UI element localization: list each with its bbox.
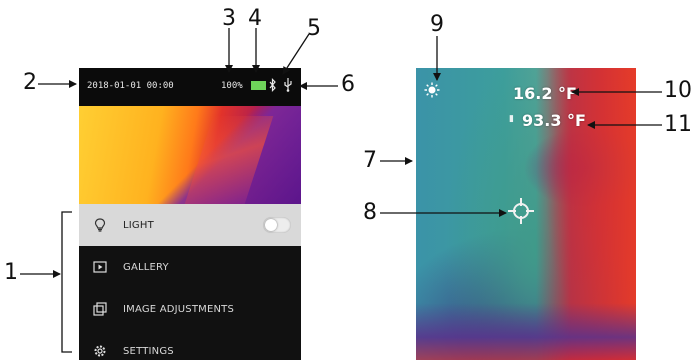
menu-item-light[interactable]: LIGHT xyxy=(79,204,301,246)
gear-icon xyxy=(93,344,107,358)
bulb-icon xyxy=(93,218,107,232)
menu-item-image-adjustments[interactable]: IMAGE ADJUSTMENTS xyxy=(79,288,301,330)
thermal-image-view: 16.2 °F ▮ 93.3 °F xyxy=(416,68,636,360)
image-adjust-icon xyxy=(93,302,107,316)
play-icon xyxy=(93,260,107,274)
callout-10: 10 xyxy=(664,78,692,103)
callout-6: 6 xyxy=(341,72,355,97)
menu-item-gallery[interactable]: GALLERY xyxy=(79,246,301,288)
bluetooth-icon xyxy=(269,78,277,95)
thermal-preview xyxy=(79,106,301,204)
usb-icon xyxy=(283,77,293,95)
battery-percent: 100% xyxy=(221,81,243,91)
sun-icon xyxy=(424,82,440,102)
callout-11: 11 xyxy=(664,112,692,137)
callout-1: 1 xyxy=(4,260,18,285)
menu-item-label: LIGHT xyxy=(123,219,154,231)
menu-item-label: SETTINGS xyxy=(123,345,174,357)
callout-2: 2 xyxy=(23,70,37,95)
callout-8: 8 xyxy=(363,200,377,225)
callout-5: 5 xyxy=(307,16,321,41)
menu-bracket xyxy=(61,211,72,353)
crosshair-icon xyxy=(507,197,535,229)
date-time: 2018-01-01 00:00 xyxy=(87,81,174,91)
light-toggle[interactable] xyxy=(263,217,291,233)
menu-item-label: IMAGE ADJUSTMENTS xyxy=(123,303,235,315)
min-temp-readout: 93.3 °F xyxy=(522,111,586,130)
battery-icon xyxy=(251,81,266,90)
menu-item-settings[interactable]: SETTINGS xyxy=(79,330,301,360)
menu-item-label: GALLERY xyxy=(123,261,169,273)
status-bar: 2018-01-01 00:00 100% xyxy=(79,68,301,106)
callout-3: 3 xyxy=(222,6,236,31)
callout-7: 7 xyxy=(363,148,377,173)
max-temp-readout: 16.2 °F xyxy=(513,84,577,103)
thermometer-icon: ▮ xyxy=(509,114,514,124)
main-menu-screen: 2018-01-01 00:00 100% LIGHT GALLERY IMAG… xyxy=(79,68,301,360)
callout-4: 4 xyxy=(248,6,262,31)
callout-9: 9 xyxy=(430,12,444,37)
